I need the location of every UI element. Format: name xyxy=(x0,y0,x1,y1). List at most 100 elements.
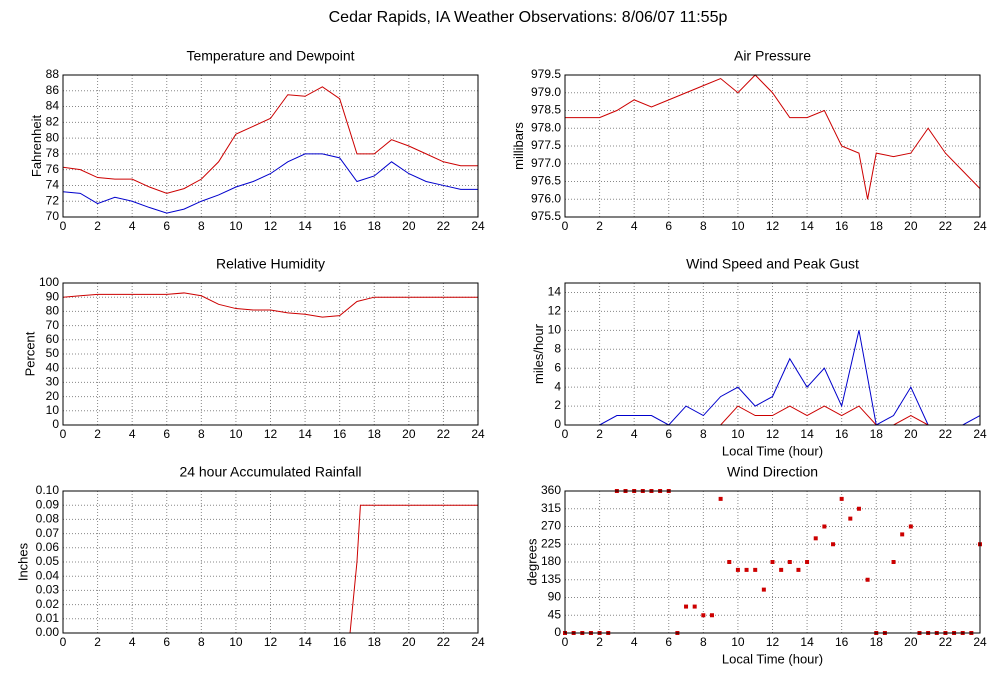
x-tick-label: 16 xyxy=(835,427,849,441)
y-axis-label: Percent xyxy=(22,331,37,376)
plot-area xyxy=(565,283,980,425)
x-tick-label: 8 xyxy=(198,427,205,441)
data-point xyxy=(900,532,905,537)
x-tick-label: 14 xyxy=(800,427,814,441)
y-axis-label: Fahrenheit xyxy=(29,115,44,178)
x-tick-label: 10 xyxy=(731,635,745,649)
y-tick-label: 6 xyxy=(554,360,561,374)
y-axis-label: degrees xyxy=(524,538,539,585)
x-tick-label: 18 xyxy=(368,219,382,233)
y-tick-label: 82 xyxy=(46,115,60,129)
data-point xyxy=(822,524,827,529)
x-tick-label: 24 xyxy=(973,427,987,441)
panel-title: Temperature and Dewpoint xyxy=(186,48,354,64)
panel-title: Air Pressure xyxy=(734,48,811,64)
y-tick-label: 80 xyxy=(46,304,60,318)
y-tick-label: 70 xyxy=(46,318,60,332)
y-tick-label: 976.5 xyxy=(531,174,561,188)
x-tick-label: 20 xyxy=(904,219,918,233)
data-point xyxy=(709,613,714,618)
x-tick-label: 12 xyxy=(264,427,278,441)
data-point xyxy=(787,560,792,564)
y-tick-label: 0.01 xyxy=(36,611,60,625)
y-tick-label: 979.5 xyxy=(531,67,561,81)
x-tick-label: 22 xyxy=(939,427,953,441)
x-tick-label: 6 xyxy=(665,219,672,233)
data-point xyxy=(865,577,870,582)
data-point xyxy=(839,496,844,501)
x-tick-label: 6 xyxy=(163,635,170,649)
y-tick-label: 76 xyxy=(46,162,60,176)
y-tick-label: 270 xyxy=(541,519,561,533)
data-point xyxy=(848,516,853,521)
y-tick-label: 86 xyxy=(46,83,60,97)
y-tick-label: 979.0 xyxy=(531,85,561,99)
plot-frame xyxy=(564,74,981,218)
x-tick-label: 10 xyxy=(229,635,243,649)
data-point xyxy=(805,560,810,564)
x-tick-label: 14 xyxy=(800,635,814,649)
y-tick-label: 225 xyxy=(541,536,561,550)
data-point xyxy=(891,560,896,564)
x-tick-label: 14 xyxy=(298,635,312,649)
x-tick-label: 4 xyxy=(631,635,638,649)
x-tick-label: 18 xyxy=(870,219,884,233)
y-tick-label: 80 xyxy=(46,130,60,144)
y-tick-label: 90 xyxy=(548,590,562,604)
x-tick-label: 8 xyxy=(700,635,707,649)
y-tick-label: 12 xyxy=(548,304,562,318)
y-tick-label: 180 xyxy=(541,554,561,568)
x-tick-label: 18 xyxy=(870,635,884,649)
x-tick-label: 4 xyxy=(631,427,638,441)
y-tick-label: 50 xyxy=(46,346,60,360)
y-tick-label: 20 xyxy=(46,389,60,403)
panel-title: Wind Direction xyxy=(727,464,818,480)
y-tick-label: 10 xyxy=(46,403,60,417)
x-tick-label: 14 xyxy=(298,427,312,441)
data-line xyxy=(62,292,478,318)
y-tick-label: 0 xyxy=(52,417,59,431)
y-tick-label: 0.06 xyxy=(36,540,60,554)
x-tick-label: 20 xyxy=(904,635,918,649)
y-tick-label: 60 xyxy=(46,332,60,346)
y-axis-label: millibars xyxy=(511,122,526,170)
panel-title: Relative Humidity xyxy=(216,256,325,272)
y-tick-label: 4 xyxy=(554,379,561,393)
y-tick-label: 977.5 xyxy=(531,138,561,152)
x-tick-label: 22 xyxy=(939,635,953,649)
x-tick-label: 18 xyxy=(368,427,382,441)
y-tick-label: 30 xyxy=(46,375,60,389)
plot-frame xyxy=(62,282,479,426)
data-point xyxy=(727,560,732,564)
x-tick-label: 14 xyxy=(800,219,814,233)
data-line xyxy=(565,74,981,200)
x-tick-label: 22 xyxy=(939,219,953,233)
data-point xyxy=(813,536,818,541)
x-tick-label: 18 xyxy=(368,635,382,649)
x-tick-label: 2 xyxy=(596,427,603,441)
y-tick-label: 978.5 xyxy=(531,103,561,117)
x-tick-label: 20 xyxy=(402,219,416,233)
x-tick-label: 10 xyxy=(731,219,745,233)
data-point xyxy=(856,506,861,511)
x-tick-label: 22 xyxy=(437,635,451,649)
x-tick-label: 24 xyxy=(973,219,987,233)
x-tick-label: 12 xyxy=(766,219,780,233)
x-tick-label: 0 xyxy=(60,219,67,233)
data-point xyxy=(735,567,740,572)
plot-frame xyxy=(564,282,981,426)
y-tick-label: 74 xyxy=(46,178,60,192)
x-axis-label: Local Time (hour) xyxy=(722,443,823,458)
y-tick-label: 10 xyxy=(548,323,562,337)
y-tick-label: 0.07 xyxy=(36,526,60,540)
x-tick-label: 22 xyxy=(437,219,451,233)
y-tick-label: 14 xyxy=(548,285,562,299)
x-tick-label: 0 xyxy=(562,219,569,233)
x-tick-label: 4 xyxy=(631,219,638,233)
data-point xyxy=(831,542,836,547)
y-tick-label: 0.00 xyxy=(36,625,60,639)
x-tick-label: 12 xyxy=(264,219,278,233)
y-tick-label: 0.05 xyxy=(36,554,60,568)
x-tick-label: 2 xyxy=(94,427,101,441)
